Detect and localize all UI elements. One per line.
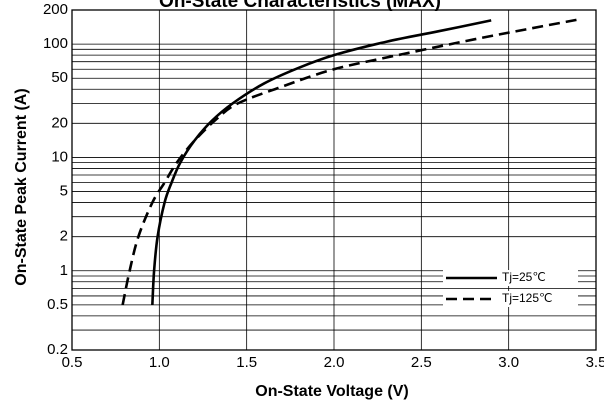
x-axis-ticks: 0.5 1.0 1.5 2.0 2.5 3.0 3.5: [62, 354, 604, 371]
x-axis-label: On-State Voltage (V): [255, 383, 409, 400]
y-axis-ticks: 0.2 0.5 1 2 5 10 20 50 100 200: [43, 1, 68, 358]
x-tick-label: 2.0: [324, 354, 345, 371]
y-tick-label: 0.5: [47, 296, 68, 313]
y-tick-label: 200: [43, 1, 68, 18]
y-axis-label: On-State Peak Current (A): [13, 88, 30, 285]
x-tick-label: 3.5: [586, 354, 604, 371]
y-tick-label: 100: [43, 35, 68, 52]
y-tick-label: 5: [60, 183, 68, 200]
legend-background: [443, 291, 578, 307]
series-line-2: [121, 18, 579, 306]
y-tick-label: 0.2: [47, 341, 68, 358]
x-tick-label: 2.5: [411, 354, 432, 371]
legend-label-2: Tj=125℃: [502, 291, 553, 305]
legend-label-1: Tj=25℃: [502, 270, 546, 284]
curves: [121, 18, 579, 306]
y-tick-label: 2: [60, 228, 68, 245]
x-tick-label: 1.0: [149, 354, 170, 371]
legend: Tj=25℃ Tj=125℃: [443, 270, 578, 307]
y-tick-label: 20: [51, 114, 68, 131]
legend-background: [443, 270, 578, 286]
y-tick-label: 50: [51, 69, 68, 86]
series-line-1: [151, 19, 492, 305]
chart-title: On-State Characteristics (MAX): [159, 0, 441, 12]
x-tick-label: 0.5: [62, 354, 83, 371]
y-tick-label: 10: [51, 148, 68, 165]
x-tick-label: 3.0: [498, 354, 519, 371]
x-tick-label: 1.5: [236, 354, 257, 371]
y-tick-label: 1: [60, 262, 68, 279]
plot-frame: [71, 9, 597, 351]
